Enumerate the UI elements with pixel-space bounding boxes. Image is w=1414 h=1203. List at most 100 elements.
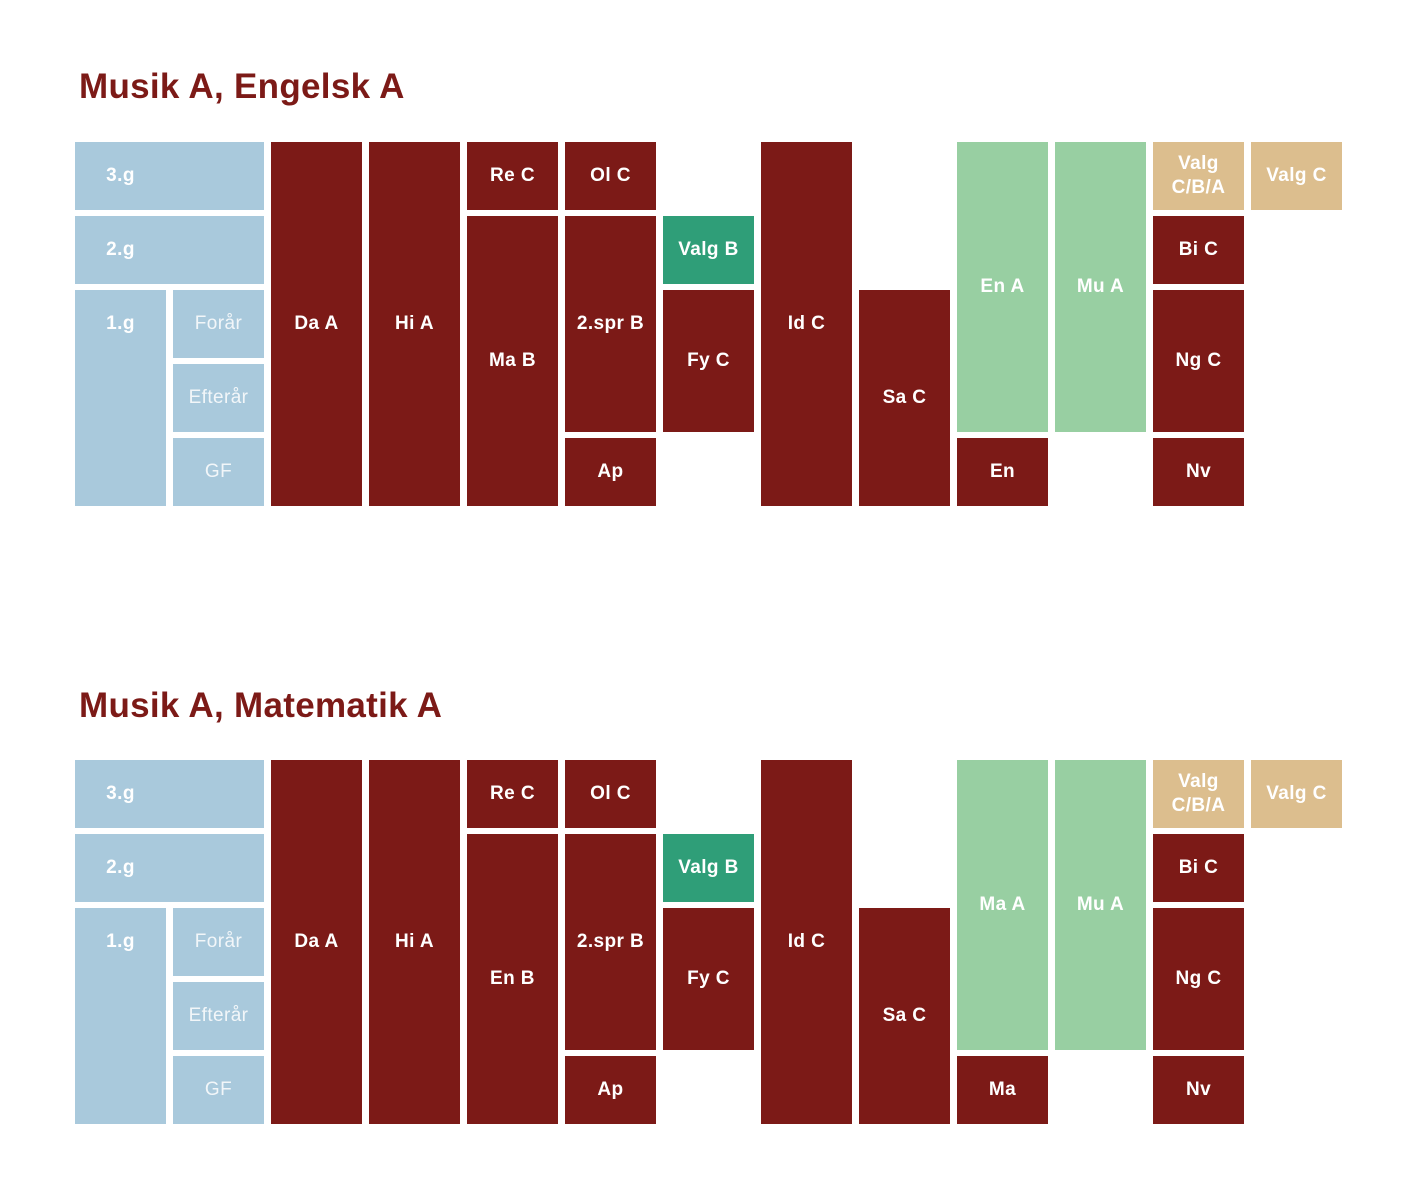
block-label: 1.g bbox=[106, 313, 135, 335]
block-hi-a: Hi A bbox=[369, 142, 460, 506]
block-label: Fy C bbox=[687, 350, 730, 372]
block-label: Ma bbox=[988, 1079, 1017, 1101]
block-ap: Ap bbox=[565, 438, 656, 506]
block-label: 2.g bbox=[106, 857, 135, 879]
block-label: Valg C/B/A bbox=[1171, 153, 1226, 198]
block-da-a: Da A bbox=[271, 760, 362, 1124]
block-label: Re C bbox=[490, 165, 535, 187]
block-ol-c: Ol C bbox=[565, 760, 656, 828]
block-id-c: Id C bbox=[761, 142, 852, 506]
block-label: Fy C bbox=[687, 968, 730, 990]
block-label: Forår bbox=[194, 931, 243, 953]
block-id-c: Id C bbox=[761, 760, 852, 1124]
block-gf: GF bbox=[173, 438, 264, 506]
block-label: Ng C bbox=[1175, 968, 1222, 990]
block-ng-c: Ng C bbox=[1153, 290, 1244, 432]
block-label: 3.g bbox=[106, 783, 135, 805]
block-sa-c: Sa C bbox=[859, 908, 950, 1124]
block-label: Ma B bbox=[489, 350, 536, 372]
block-label: Ng C bbox=[1175, 350, 1222, 372]
block-valg-b: Valg B bbox=[663, 834, 754, 902]
block-label: GF bbox=[204, 1079, 233, 1101]
block-efterår: Efterår bbox=[173, 364, 264, 432]
block-1-g: 1.g bbox=[75, 908, 166, 1124]
block-2-g: 2.g bbox=[75, 216, 264, 284]
block-label: 2.spr B bbox=[576, 313, 645, 335]
block-label: Valg B bbox=[678, 857, 739, 879]
block-1-g: 1.g bbox=[75, 290, 166, 506]
block-label: En B bbox=[490, 968, 535, 990]
block-label: Re C bbox=[490, 783, 535, 805]
block-label: Da A bbox=[294, 313, 339, 335]
course-grid: 3.g 2.g 1.g Forår Efterår GF Da A Hi A Re C En B O… bbox=[75, 760, 1342, 1124]
block-label: Mu A bbox=[1076, 276, 1125, 298]
block-2-g: 2.g bbox=[75, 834, 264, 902]
block-label: Id C bbox=[787, 313, 826, 335]
block-re-c: Re C bbox=[467, 142, 558, 210]
block-label: Nv bbox=[1185, 461, 1212, 483]
block-mu-a: Mu A bbox=[1055, 760, 1146, 1050]
block-label: 2.spr B bbox=[576, 931, 645, 953]
block-label: Efterår bbox=[188, 1005, 249, 1027]
block-label: Ol C bbox=[590, 783, 631, 805]
block-label: Hi A bbox=[395, 931, 434, 953]
block-valg-b: Valg B bbox=[663, 216, 754, 284]
block-fy-c: Fy C bbox=[663, 908, 754, 1050]
block-hi-a: Hi A bbox=[369, 760, 460, 1124]
block-label: Sa C bbox=[882, 1005, 927, 1027]
block-forår: Forår bbox=[173, 908, 264, 976]
block-valg-c-b-a: Valg C/B/A bbox=[1153, 142, 1244, 210]
block-da-a: Da A bbox=[271, 142, 362, 506]
diagram-title: Musik A, Matematik A bbox=[79, 686, 443, 725]
block-ma-a: Ma A bbox=[957, 760, 1048, 1050]
block-label: Nv bbox=[1185, 1079, 1212, 1101]
block-ma: Ma bbox=[957, 1056, 1048, 1124]
block-label: Id C bbox=[787, 931, 826, 953]
block-label: Ap bbox=[597, 1079, 624, 1101]
block-en-a: En A bbox=[957, 142, 1048, 432]
block-efterår: Efterår bbox=[173, 982, 264, 1050]
block-label: Ma A bbox=[979, 894, 1026, 916]
block-en: En bbox=[957, 438, 1048, 506]
block-ol-c: Ol C bbox=[565, 142, 656, 210]
block-label: 2.g bbox=[106, 239, 135, 261]
diagram-title: Musik A, Engelsk A bbox=[79, 67, 405, 106]
block-mu-a: Mu A bbox=[1055, 142, 1146, 432]
block-ng-c: Ng C bbox=[1153, 908, 1244, 1050]
block-label: GF bbox=[204, 461, 233, 483]
block-label: Valg C bbox=[1266, 165, 1327, 187]
block-ma-b: Ma B bbox=[467, 216, 558, 506]
block-gf: GF bbox=[173, 1056, 264, 1124]
block-label: Efterår bbox=[188, 387, 249, 409]
block-3-g: 3.g bbox=[75, 760, 264, 828]
block-label: Bi C bbox=[1178, 239, 1219, 261]
block-ap: Ap bbox=[565, 1056, 656, 1124]
block-3-g: 3.g bbox=[75, 142, 264, 210]
block-valg-c: Valg C bbox=[1251, 142, 1342, 210]
block-label: Ol C bbox=[590, 165, 631, 187]
block-label: En bbox=[989, 461, 1016, 483]
block-label: Mu A bbox=[1076, 894, 1125, 916]
block-label: 3.g bbox=[106, 165, 135, 187]
block-label: Valg B bbox=[678, 239, 739, 261]
block-valg-c: Valg C bbox=[1251, 760, 1342, 828]
block-2-spr-b: 2.spr B bbox=[565, 834, 656, 1050]
block-forår: Forår bbox=[173, 290, 264, 358]
block-fy-c: Fy C bbox=[663, 290, 754, 432]
block-label: Da A bbox=[294, 931, 339, 953]
block-valg-c-b-a: Valg C/B/A bbox=[1153, 760, 1244, 828]
block-label: 1.g bbox=[106, 931, 135, 953]
block-re-c: Re C bbox=[467, 760, 558, 828]
block-label: Forår bbox=[194, 313, 243, 335]
block-label: Bi C bbox=[1178, 857, 1219, 879]
block-2-spr-b: 2.spr B bbox=[565, 216, 656, 432]
course-grid: 3.g 2.g 1.g Forår Efterår GF Da A Hi A Re C Ma B O… bbox=[75, 142, 1342, 506]
block-bi-c: Bi C bbox=[1153, 834, 1244, 902]
block-nv: Nv bbox=[1153, 438, 1244, 506]
block-label: Valg C/B/A bbox=[1171, 771, 1226, 816]
block-label: Sa C bbox=[882, 387, 927, 409]
block-label: Ap bbox=[597, 461, 624, 483]
block-bi-c: Bi C bbox=[1153, 216, 1244, 284]
block-sa-c: Sa C bbox=[859, 290, 950, 506]
